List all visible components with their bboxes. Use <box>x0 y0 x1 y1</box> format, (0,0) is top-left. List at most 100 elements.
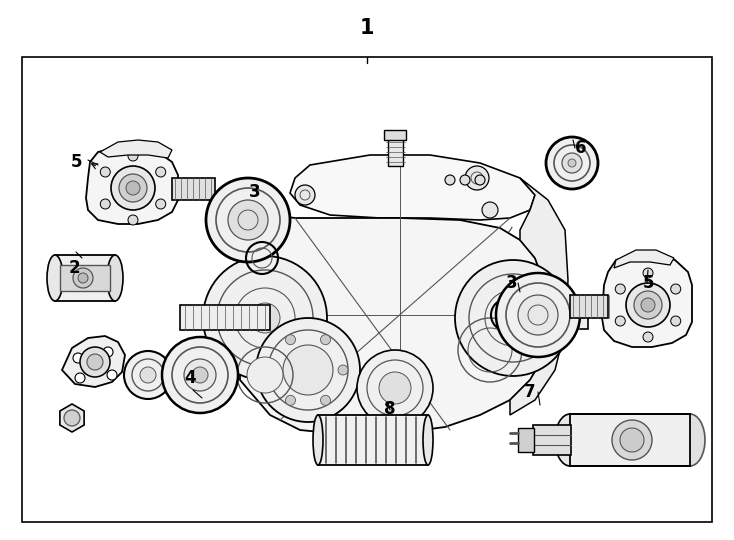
Circle shape <box>496 273 580 357</box>
Circle shape <box>107 370 117 380</box>
Circle shape <box>256 318 360 422</box>
Circle shape <box>111 166 155 210</box>
Circle shape <box>465 166 489 190</box>
Bar <box>60 265 110 291</box>
Circle shape <box>321 395 330 406</box>
Ellipse shape <box>555 414 585 466</box>
Circle shape <box>156 167 166 177</box>
Bar <box>388 138 403 166</box>
Circle shape <box>103 347 113 357</box>
Circle shape <box>80 347 110 377</box>
Circle shape <box>641 298 655 312</box>
Circle shape <box>671 316 680 326</box>
Circle shape <box>445 175 455 185</box>
Circle shape <box>156 199 166 209</box>
Circle shape <box>119 174 147 202</box>
Circle shape <box>73 268 93 288</box>
Polygon shape <box>240 210 548 435</box>
Polygon shape <box>570 295 608 318</box>
Circle shape <box>247 357 283 393</box>
Circle shape <box>228 200 268 240</box>
Text: 1: 1 <box>360 18 374 38</box>
Polygon shape <box>100 140 172 158</box>
Bar <box>513 307 588 329</box>
Ellipse shape <box>313 415 323 465</box>
Circle shape <box>283 345 333 395</box>
Bar <box>180 305 270 330</box>
Text: 3: 3 <box>249 183 261 201</box>
Circle shape <box>87 354 103 370</box>
Circle shape <box>128 151 138 161</box>
Text: 7: 7 <box>524 383 536 401</box>
Circle shape <box>162 337 238 413</box>
Circle shape <box>321 335 330 345</box>
Text: 6: 6 <box>575 139 586 157</box>
Circle shape <box>482 202 498 218</box>
Ellipse shape <box>570 414 690 466</box>
Bar <box>533 425 571 455</box>
Ellipse shape <box>47 255 63 301</box>
Text: 2: 2 <box>68 259 80 277</box>
Circle shape <box>203 256 327 380</box>
Circle shape <box>455 260 571 376</box>
Polygon shape <box>60 404 84 432</box>
Circle shape <box>643 268 653 278</box>
Bar <box>55 255 115 301</box>
Bar <box>570 414 690 466</box>
Ellipse shape <box>107 255 123 301</box>
Circle shape <box>101 167 110 177</box>
Circle shape <box>568 159 576 167</box>
Circle shape <box>73 353 83 363</box>
Polygon shape <box>172 178 215 200</box>
Text: 5: 5 <box>70 153 81 171</box>
Circle shape <box>615 284 625 294</box>
Polygon shape <box>602 255 692 347</box>
Circle shape <box>634 291 662 319</box>
Text: 5: 5 <box>642 274 654 292</box>
Text: 4: 4 <box>184 369 196 387</box>
Circle shape <box>268 365 278 375</box>
Bar <box>318 415 428 465</box>
Circle shape <box>626 283 670 327</box>
Ellipse shape <box>423 415 433 465</box>
Circle shape <box>126 181 140 195</box>
Circle shape <box>460 175 470 185</box>
Circle shape <box>295 185 315 205</box>
Circle shape <box>620 428 644 452</box>
Circle shape <box>643 332 653 342</box>
Bar <box>22 57 712 522</box>
Circle shape <box>671 284 680 294</box>
Circle shape <box>64 410 80 426</box>
Polygon shape <box>614 250 674 268</box>
Text: 8: 8 <box>385 400 396 418</box>
Circle shape <box>124 351 172 399</box>
Text: 3: 3 <box>506 274 517 292</box>
Circle shape <box>75 373 85 383</box>
Circle shape <box>184 359 216 391</box>
Circle shape <box>357 350 433 426</box>
Circle shape <box>475 175 485 185</box>
Circle shape <box>286 335 296 345</box>
Circle shape <box>612 420 652 460</box>
Circle shape <box>379 372 411 404</box>
Circle shape <box>206 178 290 262</box>
Circle shape <box>128 215 138 225</box>
Circle shape <box>562 153 582 173</box>
Circle shape <box>615 316 625 326</box>
Circle shape <box>518 295 558 335</box>
Polygon shape <box>290 155 535 220</box>
Circle shape <box>546 137 598 189</box>
Polygon shape <box>62 336 125 387</box>
Bar <box>518 428 534 452</box>
Circle shape <box>78 273 88 283</box>
Polygon shape <box>510 178 568 415</box>
Bar <box>384 130 406 140</box>
Circle shape <box>140 367 156 383</box>
Polygon shape <box>86 147 178 224</box>
Circle shape <box>101 199 110 209</box>
Circle shape <box>338 365 348 375</box>
Circle shape <box>286 395 296 406</box>
Circle shape <box>192 367 208 383</box>
Circle shape <box>250 303 280 333</box>
Circle shape <box>499 304 527 332</box>
